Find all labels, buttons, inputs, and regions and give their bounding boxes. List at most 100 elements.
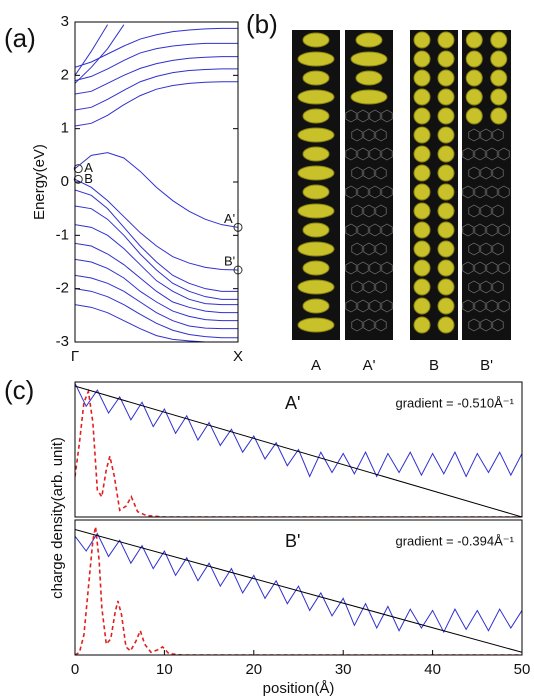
- density-blob: [413, 69, 431, 87]
- isosurface-image: [345, 30, 393, 340]
- density-blob: [350, 51, 388, 67]
- density-blob: [465, 88, 483, 106]
- data-line: [75, 274, 238, 330]
- x-tick-label: 0: [71, 661, 79, 678]
- lattice-cell: [345, 109, 357, 123]
- marker-label: B': [224, 253, 235, 268]
- lattice-cell: [462, 223, 474, 237]
- density-blob: [437, 88, 455, 106]
- plot-frame: [74, 21, 239, 343]
- y-tick-label: 3: [61, 13, 69, 30]
- x-tick-label: 10: [156, 661, 173, 678]
- isosurface-image: [292, 30, 340, 340]
- lattice-cell: [474, 223, 486, 237]
- y-tick-label: -2: [56, 280, 69, 297]
- density-blob: [413, 278, 431, 296]
- lattice-cell: [369, 299, 381, 313]
- y-tick-label: 0: [61, 173, 69, 190]
- density-blob: [437, 202, 455, 220]
- density-blob: [490, 69, 508, 87]
- data-line: [75, 258, 238, 322]
- density-blob: [413, 221, 431, 239]
- density-blob: [302, 70, 330, 86]
- plot-area: [75, 24, 238, 342]
- lattice-cell: [468, 280, 480, 294]
- lattice-cell: [357, 299, 369, 313]
- lattice-cell: [486, 185, 498, 199]
- data-line: [75, 528, 522, 653]
- density-blob: [297, 165, 335, 181]
- data-line: [75, 24, 125, 84]
- lattice-cell: [369, 147, 381, 161]
- y-tick-label: -3: [56, 333, 69, 350]
- data-line: [75, 388, 522, 517]
- data-line: [75, 242, 238, 314]
- data-line: [75, 532, 522, 634]
- lattice-cell: [486, 261, 498, 275]
- data-line: [75, 304, 238, 342]
- lattice-cell: [480, 204, 492, 218]
- state-marker: [73, 164, 83, 174]
- lattice-cell: [351, 280, 363, 294]
- density-blob: [297, 241, 335, 257]
- density-blob: [437, 126, 455, 144]
- lattice-cell: [381, 147, 393, 161]
- image-label: B': [480, 357, 493, 374]
- density-blob: [437, 297, 455, 315]
- density-blob: [302, 32, 330, 48]
- lattice-cell: [363, 204, 375, 218]
- lattice-cell: [480, 166, 492, 180]
- lattice-cell: [375, 280, 387, 294]
- density-blob: [490, 107, 508, 125]
- lattice-cell: [369, 223, 381, 237]
- lattice-cell: [375, 204, 387, 218]
- density-blob: [413, 126, 431, 144]
- lattice-cell: [462, 261, 474, 275]
- density-blob: [302, 260, 330, 276]
- plot-frame: [74, 519, 523, 656]
- data-line: [75, 81, 238, 127]
- lattice-cell: [492, 204, 504, 218]
- x-tick-label: X: [233, 348, 243, 365]
- lattice-cell: [381, 109, 393, 123]
- lattice-cell: [462, 299, 474, 313]
- lattice-cell: [363, 166, 375, 180]
- density-blob: [302, 184, 330, 200]
- y-tick-label: 2: [61, 66, 69, 83]
- density-blob: [437, 145, 455, 163]
- density-blob: [297, 89, 335, 105]
- density-blob: [490, 31, 508, 49]
- lattice-cell: [363, 318, 375, 332]
- gradient-label: gradient = -0.394Å⁻¹: [395, 533, 514, 548]
- density-blob: [413, 297, 431, 315]
- density-blob: [302, 298, 330, 314]
- lattice-cell: [351, 128, 363, 142]
- lattice-cell: [381, 185, 393, 199]
- panel-label: (a): [4, 23, 36, 53]
- lattice-cell: [468, 204, 480, 218]
- lattice-cell: [486, 223, 498, 237]
- marker-label: A': [224, 211, 235, 226]
- isosurface-image: [410, 30, 458, 340]
- lattice-cell: [351, 166, 363, 180]
- lattice-cell: [375, 128, 387, 142]
- density-blob: [302, 108, 330, 124]
- density-blob: [297, 203, 335, 219]
- lattice-cell: [375, 166, 387, 180]
- marker-label: B: [84, 171, 93, 186]
- lattice-cell: [462, 147, 474, 161]
- y-axis-label: charge density(arb. unit): [49, 437, 66, 599]
- density-blob: [413, 240, 431, 258]
- lattice-cell: [498, 147, 510, 161]
- data-line: [75, 383, 522, 478]
- lattice-cell: [357, 109, 369, 123]
- lattice-cell: [474, 261, 486, 275]
- density-blob: [413, 31, 431, 49]
- density-blob: [490, 50, 508, 68]
- density-blob: [355, 32, 383, 48]
- density-blob: [413, 316, 431, 334]
- state-marker: [73, 174, 83, 184]
- density-blob: [437, 69, 455, 87]
